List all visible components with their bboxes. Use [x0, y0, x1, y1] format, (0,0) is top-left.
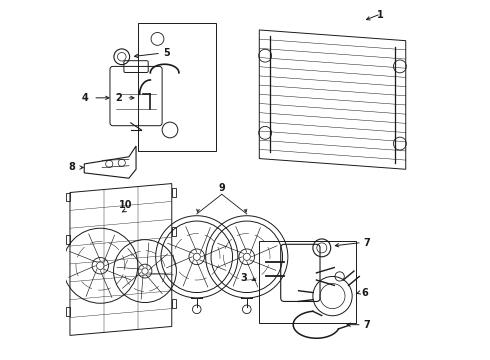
- Text: 9: 9: [219, 183, 225, 193]
- Bar: [172, 227, 176, 236]
- Text: 7: 7: [363, 320, 369, 330]
- Bar: [66, 193, 70, 202]
- Bar: [259, 241, 356, 323]
- Text: 5: 5: [163, 48, 170, 58]
- Text: 4: 4: [82, 93, 89, 103]
- Text: 10: 10: [119, 201, 132, 210]
- Text: 2: 2: [115, 93, 122, 103]
- Bar: [172, 299, 176, 308]
- Text: 3: 3: [240, 273, 247, 283]
- Text: 6: 6: [361, 288, 368, 297]
- Bar: [138, 23, 217, 152]
- Bar: [172, 188, 176, 197]
- Text: 1: 1: [377, 10, 384, 20]
- Text: 8: 8: [69, 162, 75, 172]
- Bar: [66, 307, 70, 316]
- Text: 7: 7: [363, 238, 369, 248]
- Bar: [66, 235, 70, 244]
